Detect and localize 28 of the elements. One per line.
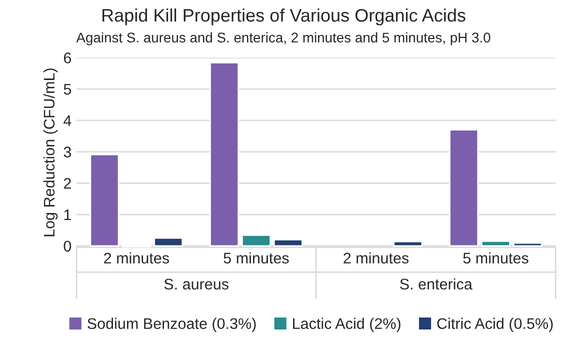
chart-subtitle: Against S. aureus and S. enterica, 2 minutes and 5 minutes, pH 3.0: [76, 32, 490, 46]
bar: [449, 129, 479, 247]
bar: [154, 237, 184, 247]
bar: [393, 240, 423, 247]
x-tick-label: 5 minutes: [224, 252, 289, 264]
legend-label: Sodium Benzoate (0.3%): [88, 318, 256, 332]
x-tick-label: 5 minutes: [463, 252, 528, 264]
y-tick-label: 2: [64, 178, 71, 189]
bar: [273, 238, 303, 247]
legend-label: Citric Acid (0.5%): [437, 318, 553, 332]
text: S. enterica: [400, 278, 472, 290]
x-tick-label: 2 minutes: [104, 252, 170, 264]
bar: [481, 240, 511, 247]
bar: [241, 234, 271, 247]
bar: [90, 154, 120, 247]
legend-label: Lactic Acid (2%): [293, 318, 400, 332]
chart-title: Rapid Kill Properties of Various Organic Acids: [102, 8, 466, 26]
y-tick-label: 4: [64, 115, 72, 126]
bar: [512, 242, 542, 247]
y-tick-label: 0: [64, 240, 72, 252]
y-tick-label: 5: [64, 84, 72, 95]
y-tick-label: 6: [64, 52, 72, 64]
y-axis-title: Log Reduction (CFU/mL): [43, 68, 58, 236]
x-tick-label: 2 minutes: [344, 252, 409, 264]
y-tick-label: 3: [64, 146, 72, 158]
bar: [210, 62, 240, 247]
text: S. aureus: [164, 278, 228, 290]
y-tick-label: 1: [64, 210, 71, 220]
